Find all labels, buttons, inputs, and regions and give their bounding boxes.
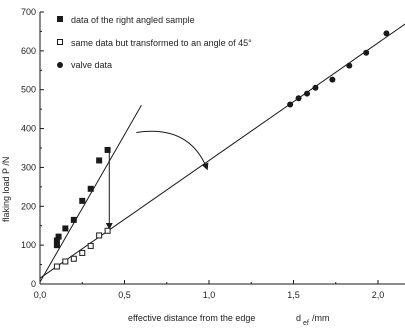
x-ticks: 0,0 0,5 1,0 1,5 2,0 [34, 280, 385, 300]
data-point [53, 263, 60, 270]
x-axis-label-unit: /mm [312, 313, 330, 323]
x-axis-label-symbol: d [296, 313, 301, 323]
legend-marker-right-angled [57, 16, 63, 22]
data-point [295, 95, 302, 102]
data-point [87, 185, 94, 192]
legend-label-right-angled: data of the right angled sample [71, 15, 195, 25]
legend-marker-valve [57, 62, 63, 68]
data-point [53, 242, 60, 249]
fit-line-1 [39, 105, 142, 283]
y-tick-label: 700 [21, 7, 36, 17]
x-axis-label: effective distance from the edge [128, 313, 255, 323]
y-axis-label: flaking load P /N [1, 157, 11, 222]
data-point [53, 237, 60, 244]
x-tick-label: 1,5 [287, 290, 300, 300]
data-point [70, 216, 77, 223]
y-tick-label: 100 [21, 240, 36, 250]
x-tick-label: 1,0 [203, 290, 216, 300]
data-point [79, 249, 86, 256]
curved-arrow [136, 130, 209, 171]
data-point [346, 62, 353, 69]
data-point [96, 232, 103, 239]
x-tick-label: 0,0 [34, 290, 47, 300]
data-point [312, 84, 319, 91]
data-point [287, 101, 294, 108]
data-point [383, 30, 390, 37]
data-point [79, 197, 86, 204]
data-point [96, 157, 103, 164]
series-layer [53, 30, 390, 270]
data-point [329, 76, 336, 83]
y-tick-label: 200 [21, 201, 36, 211]
data-point [87, 242, 94, 249]
legend-label-valve: valve data [71, 60, 112, 70]
data-point [363, 49, 370, 56]
y-tick-label: 300 [21, 162, 36, 172]
y-tick-label: 400 [21, 124, 36, 134]
data-point [104, 146, 111, 153]
series-2 [53, 227, 111, 270]
y-tick-label: 500 [21, 85, 36, 95]
series-1 [53, 146, 111, 249]
x-axis-label-group: effective distance from the edge d ef /m… [128, 313, 330, 327]
data-point [70, 255, 77, 262]
legend-marker-transformed [57, 39, 63, 45]
legend: data of the right angled sample same dat… [57, 15, 252, 70]
y-tick-label: 0 [31, 279, 36, 289]
y-ticks: 0 100 200 300 400 500 600 700 [21, 7, 44, 289]
annotations [105, 130, 209, 230]
y-tick-label: 600 [21, 46, 36, 56]
legend-label-transformed: same data but transformed to an angle of… [71, 38, 252, 48]
axes [39, 12, 405, 285]
x-tick-label: 2,0 [372, 290, 385, 300]
x-axis-label-subscript: ef [303, 320, 309, 327]
data-point [62, 258, 69, 265]
x-tick-label: 0,5 [118, 290, 131, 300]
series-3 [287, 30, 390, 108]
data-point [304, 90, 311, 97]
data-point [104, 227, 111, 234]
data-point [62, 225, 69, 232]
data-point [55, 233, 62, 240]
